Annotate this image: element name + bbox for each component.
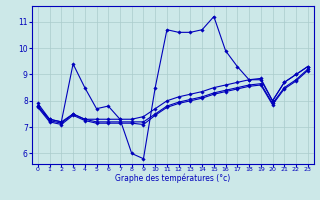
X-axis label: Graphe des températures (°c): Graphe des températures (°c) [115, 174, 230, 183]
